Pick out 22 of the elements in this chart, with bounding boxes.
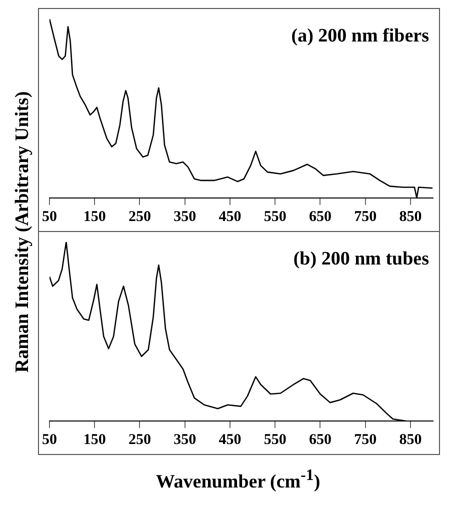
x-tick-label: 250	[128, 208, 151, 225]
x-tick-label: 350	[174, 432, 196, 448]
x-tick-label: 150	[83, 432, 106, 448]
x-tick-label: 750	[354, 432, 377, 448]
chart-title: (a) 200 nm fibers	[291, 25, 429, 46]
x-tick-label: 850	[399, 432, 422, 448]
x-tick-label: 750	[354, 208, 377, 225]
x-tick-label: 50	[42, 208, 57, 225]
x-tick-label: 450	[218, 208, 242, 225]
x-tick-label: 350	[174, 208, 196, 225]
x-tick-label: 650	[308, 432, 332, 448]
x-axis-title: Wavenumber (cm$^{-1}$)	[154, 467, 322, 494]
x-tick-label: 650	[308, 208, 332, 225]
x-tick-label: 250	[128, 432, 151, 448]
x-tick-label: 550	[264, 208, 286, 225]
x-tick-label: 150	[83, 208, 106, 225]
x-tick-label: 850	[399, 208, 422, 225]
y-axis-title: Raman Intensity (Arbitrary Units)	[12, 90, 34, 372]
x-tick-label: 550	[264, 432, 286, 448]
x-tick-label: 50	[42, 432, 57, 448]
x-tick-label: 450	[218, 432, 242, 448]
chart-title: (b) 200 nm tubes	[293, 248, 429, 270]
